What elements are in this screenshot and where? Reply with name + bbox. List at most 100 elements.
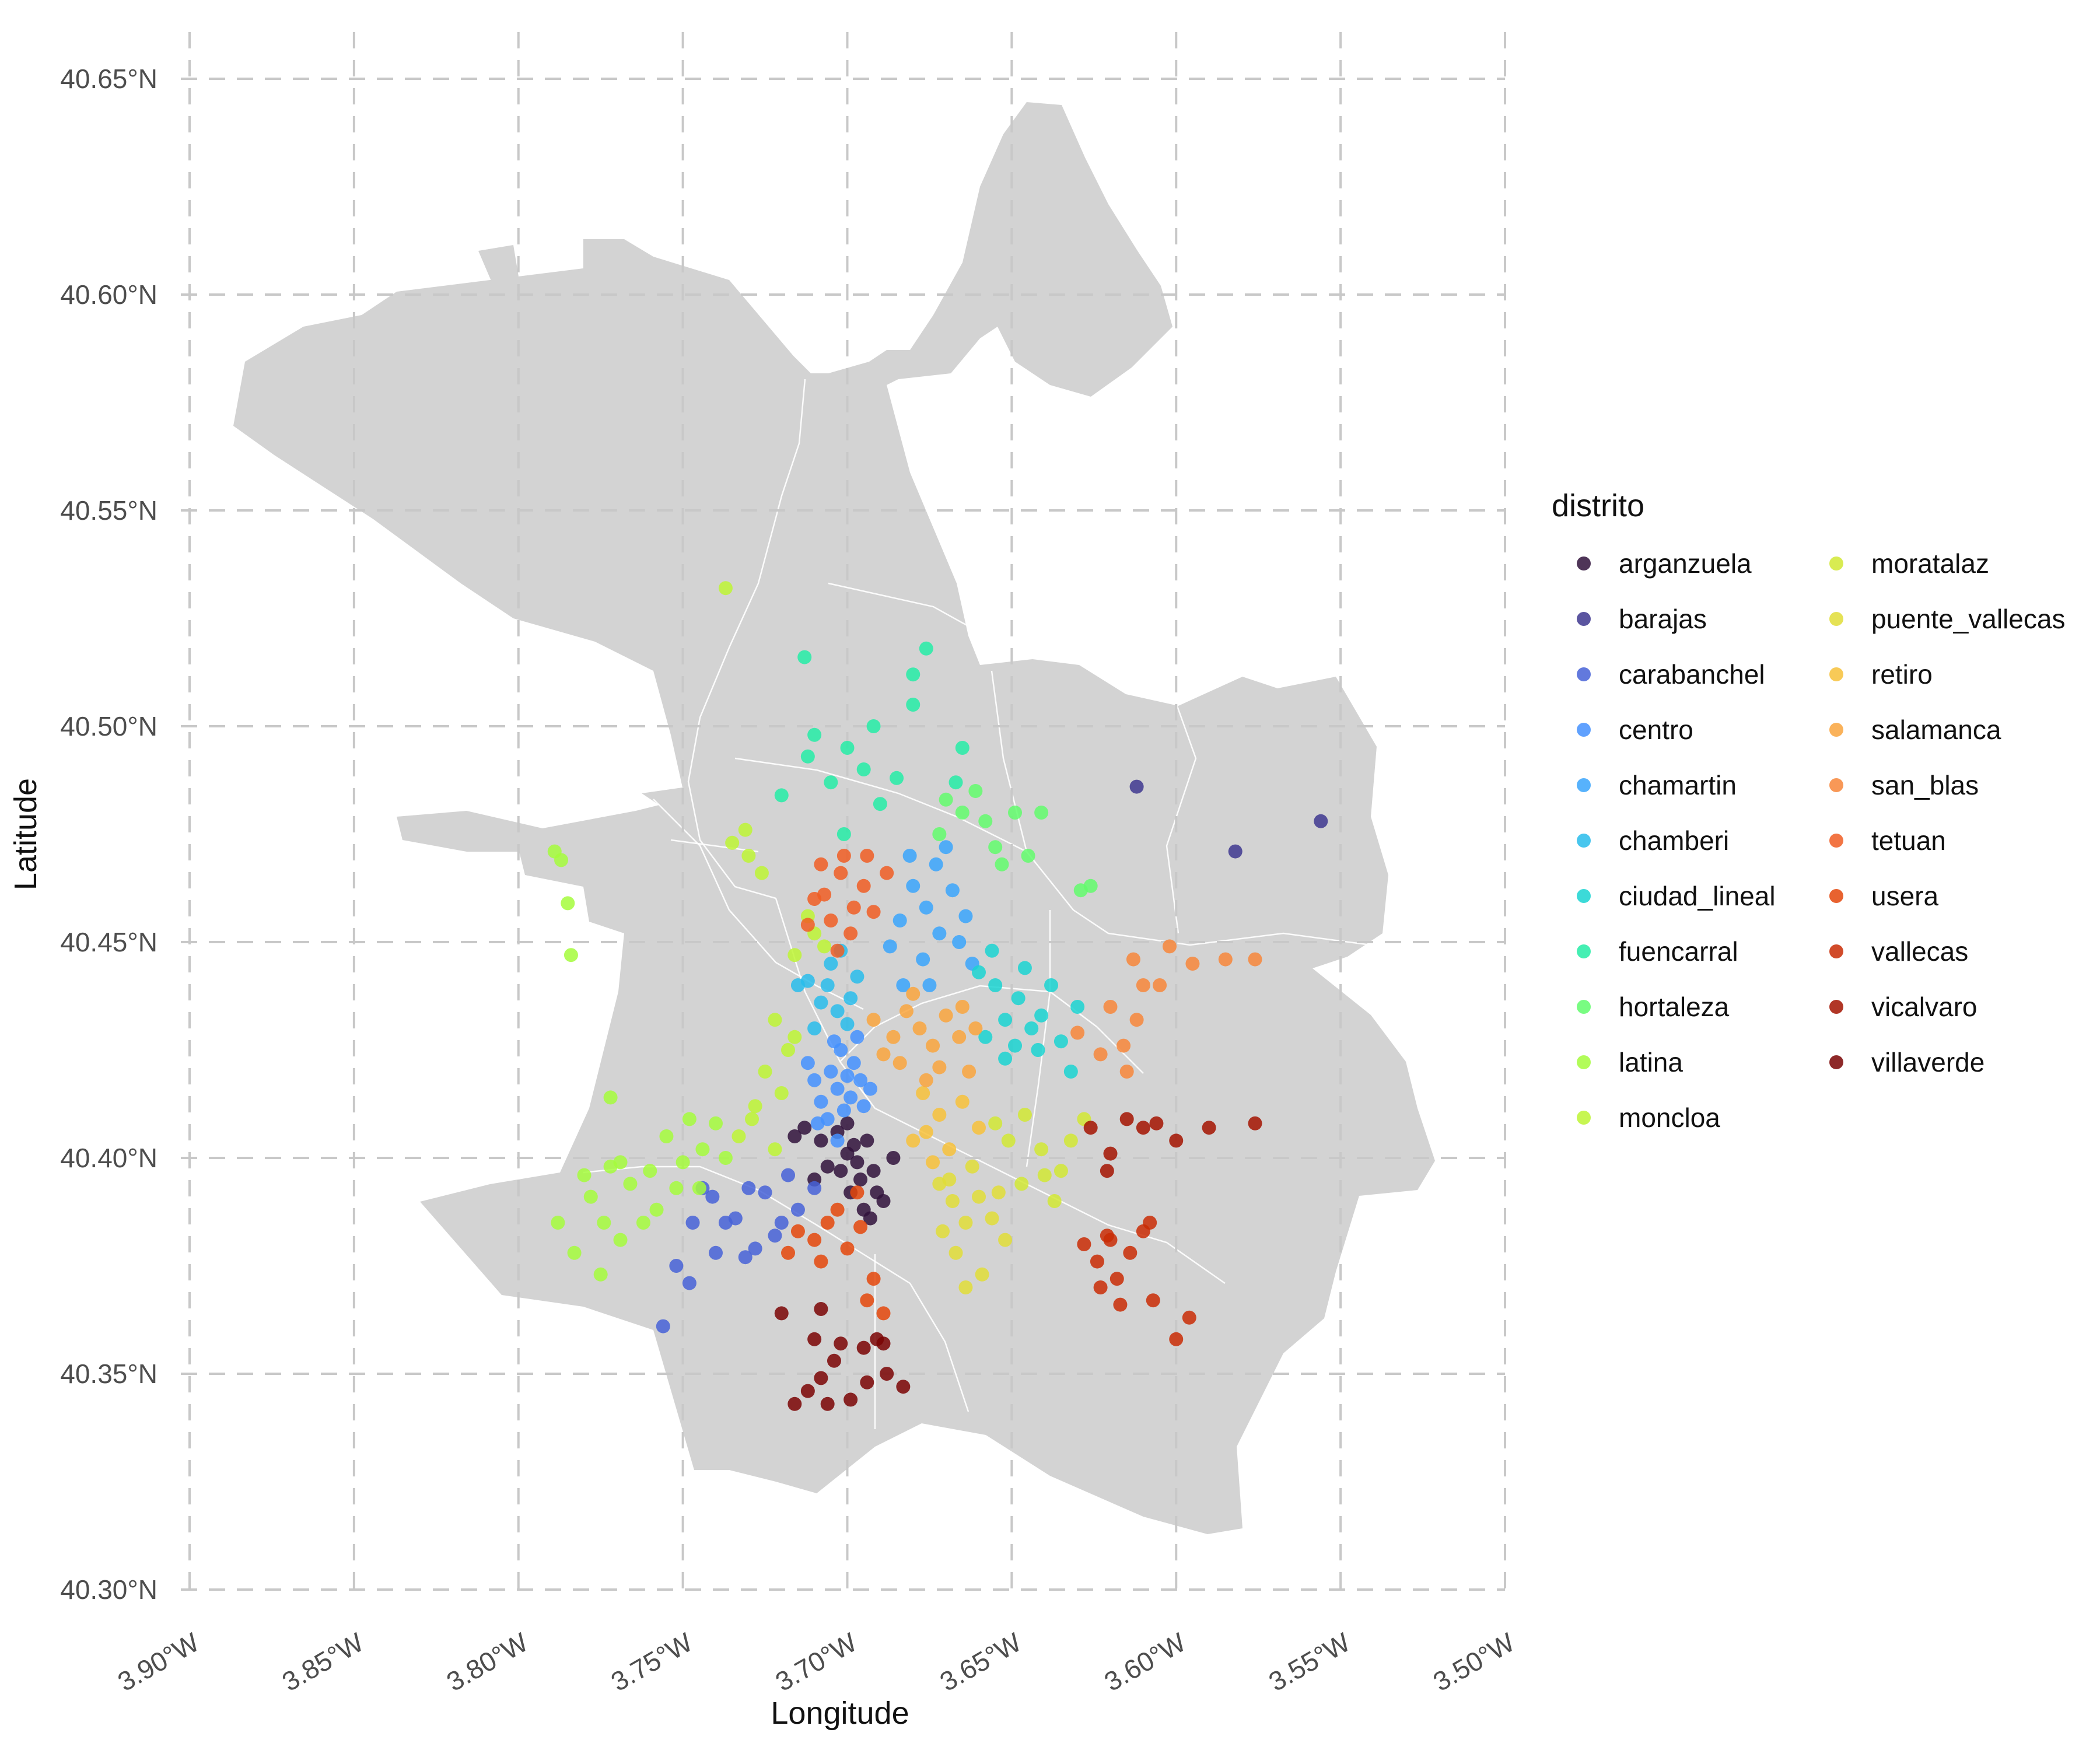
legend-key-villaverde: [1829, 1055, 1843, 1069]
point-villaverde: [800, 1384, 815, 1398]
point-chamberi: [824, 957, 838, 971]
point-usera: [876, 1306, 891, 1321]
point-carabanchel: [748, 1241, 762, 1256]
y-tick-label: 40.35°N: [60, 1359, 158, 1389]
point-villaverde: [814, 1371, 828, 1385]
point-usera: [866, 1272, 881, 1286]
legend-key-moncloa: [1577, 1111, 1591, 1125]
legend-key-chamberi: [1577, 834, 1591, 848]
point-san_blas: [1129, 1013, 1144, 1027]
point-fuencarral: [807, 727, 822, 742]
point-latina: [577, 1168, 592, 1182]
point-puente_vallecas: [972, 1189, 986, 1204]
point-moratalaz: [1001, 1133, 1016, 1148]
legend-key-centro: [1577, 723, 1591, 737]
y-axis-tick-labels: 40.30°N 40.35°N 40.40°N 40.45°N 40.50°N 40.55…: [60, 64, 158, 1605]
point-barajas: [1228, 844, 1242, 859]
point-moncloa: [768, 1142, 782, 1157]
point-latina: [603, 1090, 618, 1105]
point-chamartin: [939, 840, 953, 855]
point-retiro: [906, 1133, 921, 1148]
point-vicalvaro: [1100, 1164, 1114, 1178]
point-ciudad_lineal: [1070, 1000, 1085, 1014]
point-ciudad_lineal: [998, 1051, 1013, 1066]
point-san_blas: [1116, 1038, 1131, 1053]
point-tetuan: [814, 857, 828, 872]
point-carabanchel: [656, 1319, 670, 1334]
point-arganzuela: [853, 1172, 868, 1186]
point-moratalaz: [988, 1116, 1003, 1130]
point-san_blas: [1185, 957, 1200, 971]
point-centro: [863, 1082, 877, 1096]
point-ciudad_lineal: [1063, 1065, 1078, 1079]
legend-label-moratalaz: moratalaz: [1871, 548, 1989, 579]
point-hortaleza: [955, 806, 970, 820]
point-tetuan: [800, 918, 815, 932]
point-usera: [814, 1254, 828, 1269]
legend-key-tetuan: [1829, 834, 1843, 848]
point-ciudad_lineal: [978, 1030, 993, 1044]
point-moncloa: [725, 835, 740, 850]
point-san_blas: [1103, 1000, 1118, 1014]
point-villaverde: [844, 1392, 858, 1407]
point-usera: [840, 1241, 855, 1256]
point-arganzuela: [876, 1194, 891, 1208]
point-vallecas: [1110, 1272, 1124, 1286]
point-puente_vallecas: [949, 1245, 963, 1260]
point-fuencarral: [906, 698, 921, 712]
point-centro: [827, 1034, 841, 1049]
x-tick-label: 3.50°W: [1428, 1626, 1520, 1697]
point-vicalvaro: [1083, 1121, 1098, 1135]
x-tick-label: 3.75°W: [606, 1626, 698, 1697]
point-chamartin: [945, 883, 960, 898]
point-usera: [820, 1216, 835, 1230]
legend-key-moratalaz: [1829, 556, 1843, 570]
point-chamartin: [883, 939, 897, 954]
point-villaverde: [807, 1332, 822, 1346]
point-tetuan: [836, 849, 851, 863]
point-carabanchel: [768, 1228, 782, 1243]
point-centro: [853, 1073, 868, 1087]
point-villaverde: [774, 1306, 789, 1321]
legend-label-chamartin: chamartin: [1619, 770, 1737, 800]
point-tetuan: [860, 849, 874, 863]
data-points: [547, 581, 1328, 1411]
point-vicalvaro: [1103, 1146, 1118, 1161]
point-vallecas: [1123, 1245, 1138, 1260]
point-chamartin: [922, 978, 937, 992]
point-san_blas: [1126, 952, 1140, 967]
point-moncloa: [718, 581, 733, 596]
point-vallecas: [1090, 1254, 1104, 1269]
legend-key-vallecas: [1829, 944, 1843, 958]
point-chamberi: [844, 991, 858, 1006]
point-salamanca: [906, 986, 921, 1001]
point-fuencarral: [955, 741, 970, 755]
point-latina: [682, 1112, 696, 1126]
point-carabanchel: [685, 1216, 700, 1230]
point-villaverde: [860, 1375, 874, 1390]
point-arganzuela: [886, 1151, 901, 1165]
point-hortaleza: [995, 857, 1009, 872]
point-carabanchel: [758, 1185, 772, 1200]
legend-key-retiro: [1829, 667, 1843, 681]
point-usera: [830, 1202, 845, 1217]
point-salamanca: [955, 1000, 970, 1014]
point-vicalvaro: [1149, 1116, 1164, 1130]
point-carabanchel: [705, 1189, 720, 1204]
point-vallecas: [1143, 1216, 1157, 1230]
point-arganzuela: [846, 1138, 861, 1152]
point-moncloa: [741, 849, 756, 863]
point-hortaleza: [1008, 806, 1023, 820]
point-chamberi: [814, 995, 828, 1010]
point-fuencarral: [906, 667, 921, 682]
point-usera: [860, 1293, 874, 1308]
point-villaverde: [856, 1340, 871, 1355]
point-fuencarral: [797, 650, 812, 664]
point-salamanca: [899, 1004, 914, 1019]
point-latina: [613, 1233, 628, 1247]
y-tick-label: 40.40°N: [60, 1143, 158, 1173]
x-tick-label: 3.70°W: [770, 1626, 862, 1697]
point-moncloa: [732, 1129, 746, 1143]
legend: distrito arganzuela barajas carabanchel cen…: [1552, 488, 2065, 1133]
